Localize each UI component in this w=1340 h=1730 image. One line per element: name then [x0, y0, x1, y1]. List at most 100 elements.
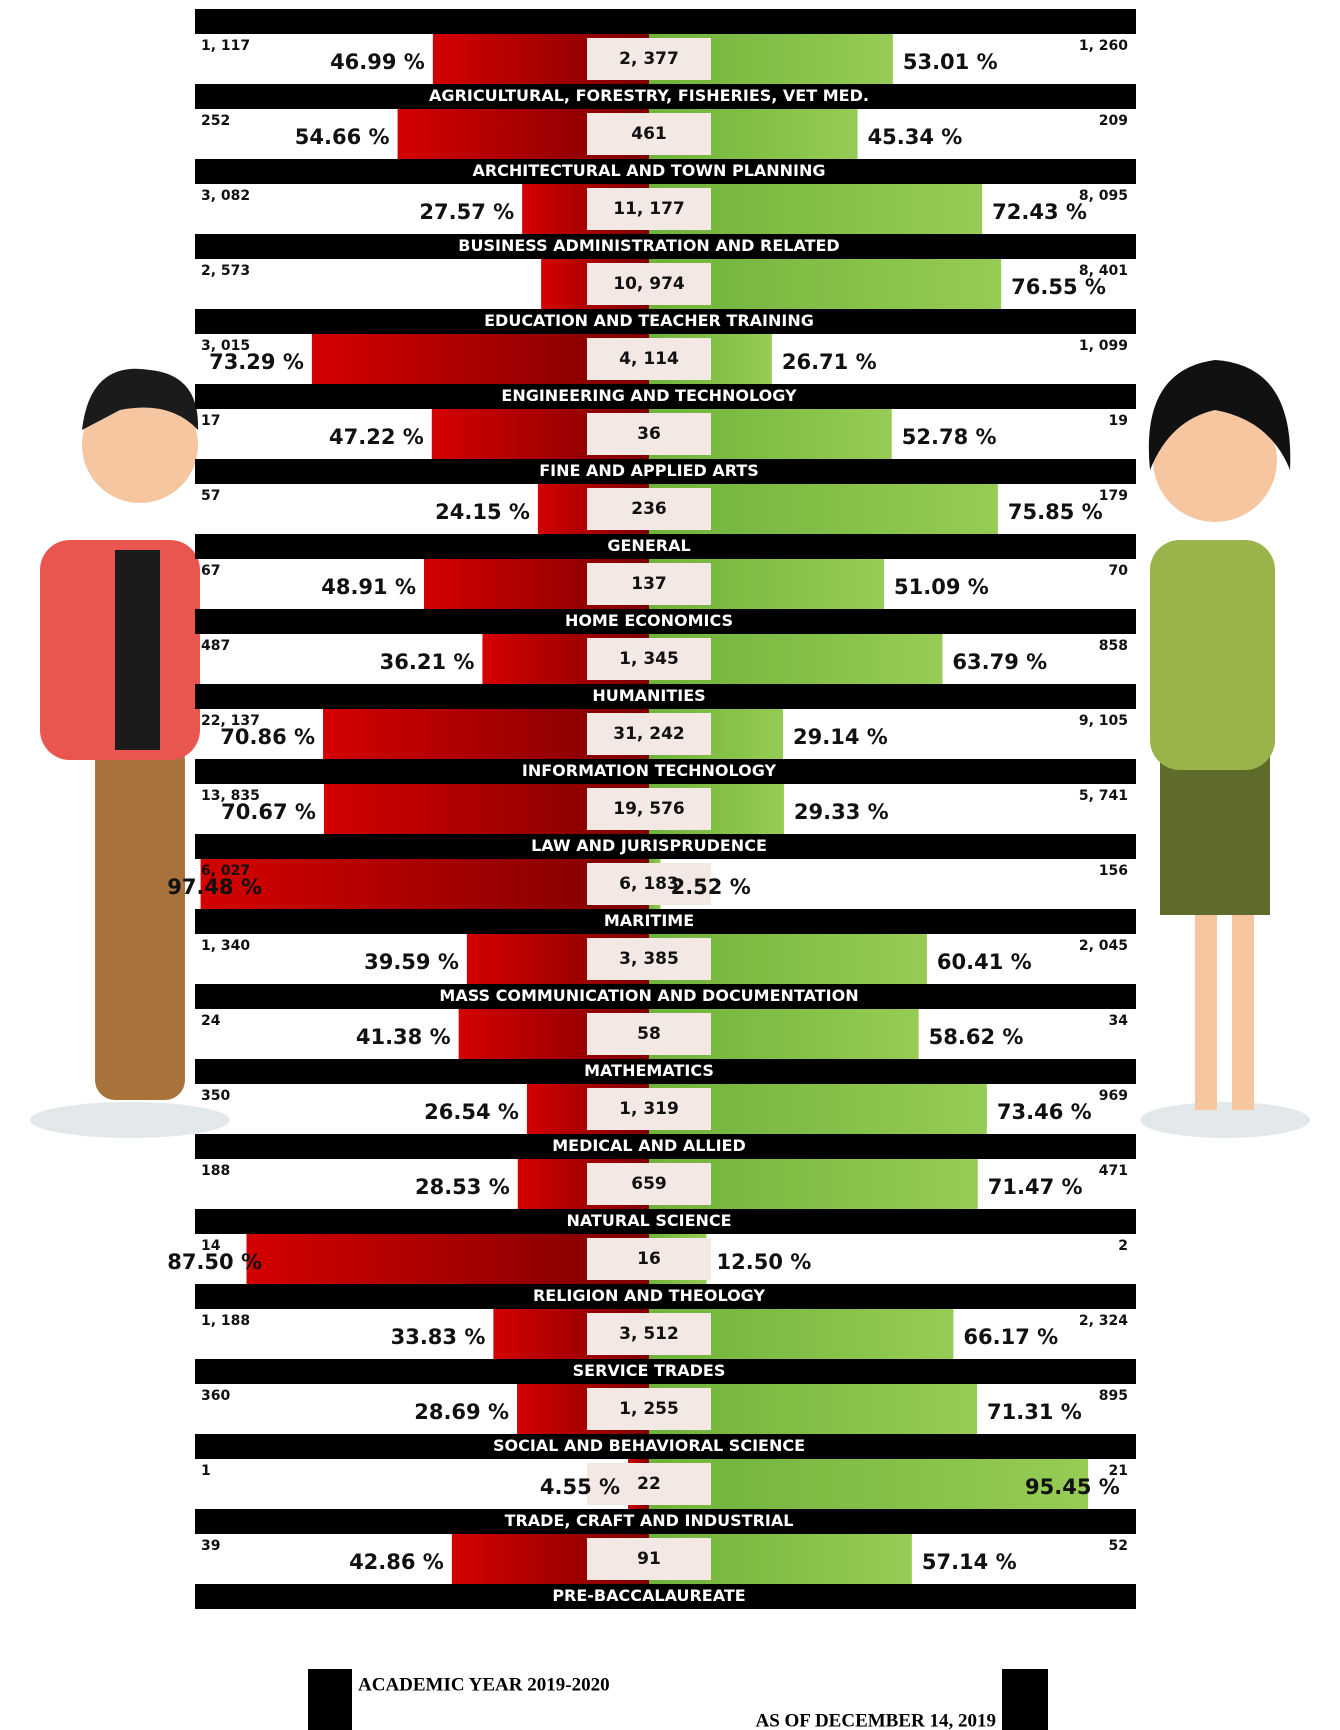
category-label: MATHEMATICS — [584, 1061, 714, 1080]
total-box — [587, 38, 711, 80]
category-label: RELIGION AND THEOLOGY — [533, 1286, 766, 1305]
female-percent: 29.33 % — [794, 800, 889, 824]
total-box — [587, 938, 711, 980]
male-count: 22, 137 — [201, 713, 260, 729]
female-count: 895 — [1099, 1388, 1128, 1404]
total-box — [587, 113, 711, 155]
category-label: ARCHITECTURAL AND TOWN PLANNING — [472, 161, 825, 180]
male-count: 3, 015 — [201, 338, 250, 354]
total-box — [587, 1238, 711, 1280]
female-count: 179 — [1099, 488, 1128, 504]
male-count: 1, 340 — [201, 938, 250, 954]
female-count: 34 — [1109, 1013, 1129, 1029]
footer: ACADEMIC YEAR 2019-2020 AS OF DECEMBER 1… — [308, 1669, 1048, 1730]
total-count: 236 — [631, 499, 667, 519]
female-count: 5, 741 — [1079, 788, 1128, 804]
female-percent: 73.46 % — [997, 1100, 1092, 1124]
male-percent: 87.50 % — [167, 1250, 262, 1274]
total-box — [587, 638, 711, 680]
category-label: HUMANITIES — [592, 686, 705, 705]
category-bar — [195, 1359, 1136, 1384]
female-percent: 57.14 % — [922, 1550, 1017, 1574]
female-count: 858 — [1099, 638, 1128, 654]
male-percent: 73.29 % — [209, 350, 304, 374]
total-box — [587, 1013, 711, 1055]
category-label: AGRICULTURAL, FORESTRY, FISHERIES, VET M… — [429, 86, 869, 105]
total-box — [587, 713, 711, 755]
female-percent: 63.79 % — [952, 650, 1047, 674]
total-box — [587, 788, 711, 830]
category-label: MEDICAL AND ALLIED — [552, 1136, 746, 1155]
category-bar — [195, 684, 1136, 709]
female-percent: 2.52 % — [671, 875, 751, 899]
total-count: 1, 255 — [619, 1399, 679, 1419]
footer-box — [352, 1669, 1002, 1730]
total-box — [587, 1538, 711, 1580]
female-count: 19 — [1109, 413, 1128, 429]
male-count: 1 — [201, 1463, 211, 1479]
male-percent: 39.59 % — [364, 950, 459, 974]
category-bar — [195, 909, 1136, 934]
total-count: 31, 242 — [613, 724, 685, 744]
total-count: 2, 377 — [619, 49, 679, 69]
male-count: 17 — [201, 413, 220, 429]
category-bar — [195, 459, 1136, 484]
category-bar — [195, 1584, 1136, 1609]
male-percent: 36.21 % — [380, 650, 475, 674]
total-count: 1, 345 — [619, 649, 679, 669]
female-count: 52 — [1109, 1538, 1128, 1554]
category-label: PRE-BACCALAUREATE — [552, 1586, 745, 1605]
category-bar — [195, 234, 1136, 259]
category-bar — [195, 1059, 1136, 1084]
total-count: 6, 183 — [619, 874, 679, 894]
rows: 2, 377 1, 117 1, 260 46.99 % 53.01 % AGRICULT… — [167, 34, 1136, 1609]
total-count: 36 — [637, 424, 661, 444]
total-box — [587, 863, 711, 905]
category-label: MASS COMMUNICATION AND DOCUMENTATION — [439, 986, 858, 1005]
female-count: 9, 105 — [1079, 713, 1128, 729]
header-bar — [195, 9, 1136, 34]
male-percent: 24.15 % — [435, 500, 530, 524]
total-count: 11, 177 — [613, 199, 685, 219]
category-label: FINE AND APPLIED ARTS — [539, 461, 759, 480]
female-count: 2, 045 — [1079, 938, 1128, 954]
male-count: 1, 188 — [201, 1313, 250, 1329]
total-count: 4, 114 — [619, 349, 679, 369]
male-bar — [246, 1234, 649, 1284]
female-count: 471 — [1099, 1163, 1128, 1179]
category-bar — [195, 609, 1136, 634]
category-label: SOCIAL AND BEHAVIORAL SCIENCE — [493, 1436, 805, 1455]
female-percent: 26.71 % — [782, 350, 877, 374]
category-bar — [195, 309, 1136, 334]
girl-figure — [1140, 360, 1310, 1138]
total-box — [587, 1088, 711, 1130]
male-count: 6, 027 — [201, 863, 250, 879]
male-count: 487 — [201, 638, 230, 654]
total-box — [587, 263, 711, 305]
male-percent: 70.86 % — [220, 725, 315, 749]
male-count: 1, 117 — [201, 38, 250, 54]
academic-year: ACADEMIC YEAR 2019-2020 — [358, 1674, 610, 1695]
female-count: 21 — [1109, 1463, 1128, 1479]
male-percent: 28.53 % — [415, 1175, 510, 1199]
total-count: 1, 319 — [619, 1099, 679, 1119]
male-count: 188 — [201, 1163, 230, 1179]
female-count: 969 — [1099, 1088, 1128, 1104]
category-label: HOME ECONOMICS — [565, 611, 733, 630]
female-percent: 12.50 % — [717, 1250, 812, 1274]
category-label: INFORMATION TECHNOLOGY — [522, 761, 777, 780]
female-percent: 71.31 % — [987, 1400, 1082, 1424]
female-percent: 58.62 % — [929, 1025, 1024, 1049]
total-box — [587, 563, 711, 605]
female-percent: 52.78 % — [902, 425, 997, 449]
category-label: SERVICE TRADES — [573, 1361, 726, 1380]
male-count: 13, 835 — [201, 788, 260, 804]
total-box — [587, 1463, 711, 1505]
category-bar — [195, 759, 1136, 784]
category-label: ENGINEERING AND TECHNOLOGY — [501, 386, 797, 405]
category-label: LAW AND JURISPRUDENCE — [531, 836, 767, 855]
category-label: BUSINESS ADMINISTRATION AND RELATED — [458, 236, 839, 255]
male-percent: 47.22 % — [329, 425, 424, 449]
total-count: 3, 385 — [619, 949, 679, 969]
category-label: GENERAL — [607, 536, 690, 555]
